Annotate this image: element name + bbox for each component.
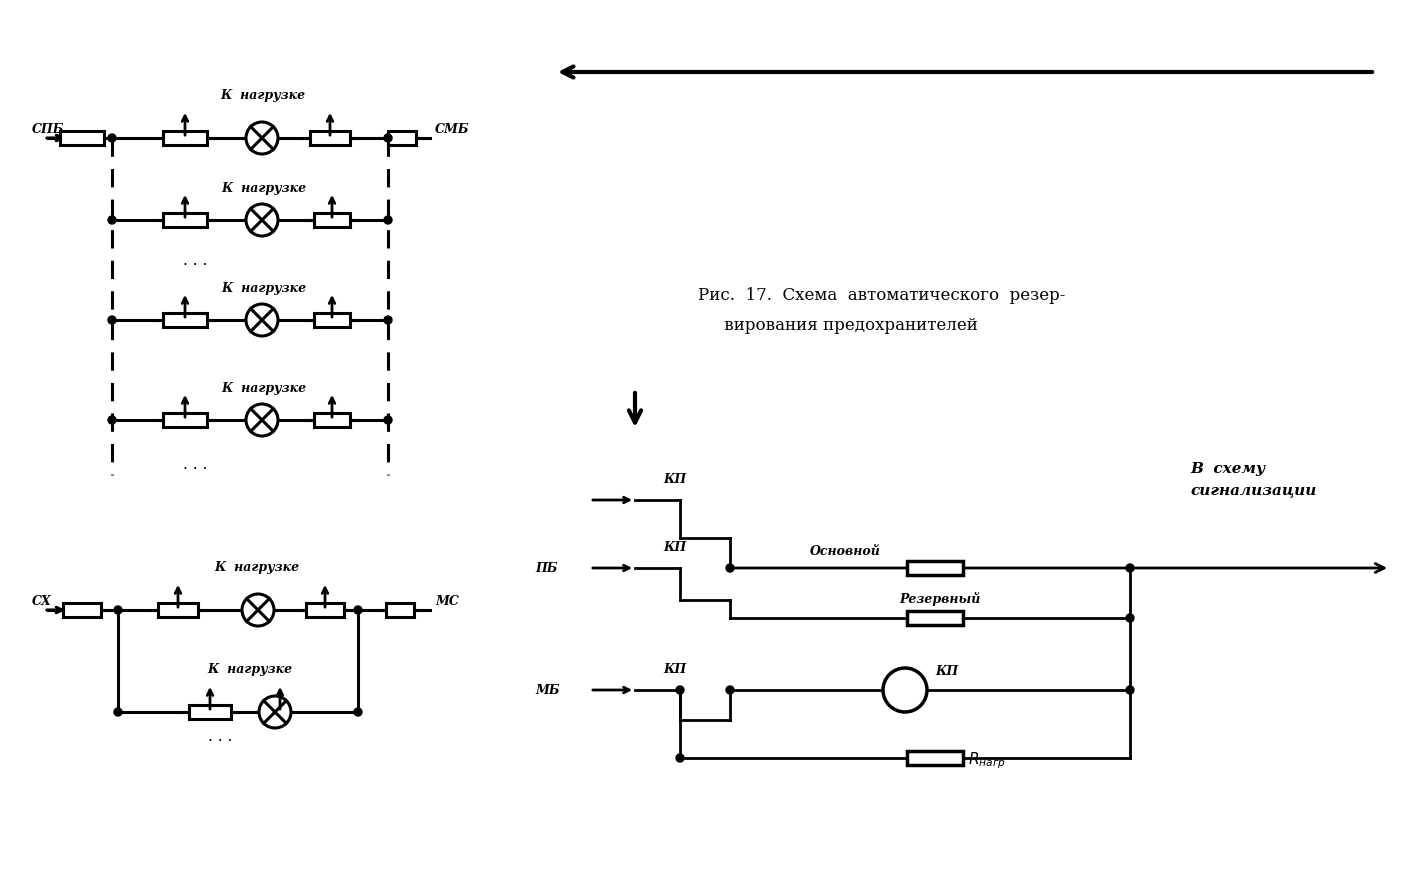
Circle shape [246,122,277,154]
Circle shape [1126,564,1133,572]
Circle shape [1126,686,1133,694]
Text: КП: КП [663,541,687,554]
Text: К  нагрузке: К нагрузке [221,382,306,395]
Text: КП: КП [663,473,687,486]
Text: · · ·: · · · [183,462,207,477]
Bar [61,131,104,145]
Text: МБ: МБ [535,683,559,696]
Bar [314,313,351,327]
Bar [63,603,101,617]
Bar [163,213,207,227]
Bar [386,603,414,617]
Text: К  нагрузке: К нагрузке [221,282,306,295]
Circle shape [727,564,734,572]
Text: $R_{нагр}$: $R_{нагр}$ [969,751,1005,771]
Circle shape [108,216,115,224]
Text: Рис.  17.  Схема  автоматического  резер-
     вирования предохранителей: Рис. 17. Схема автоматического резер- ви… [698,287,1066,333]
Text: ПБ: ПБ [535,561,558,574]
Text: МС: МС [435,595,459,608]
Text: Основной: Основной [810,545,881,558]
Text: К  нагрузке: К нагрузке [221,182,306,195]
Text: КП: КП [935,665,957,678]
Circle shape [676,754,684,762]
Bar [907,611,963,625]
Bar [163,131,207,145]
Text: К  нагрузке: К нагрузке [220,89,306,102]
Text: КП: КП [663,663,687,676]
Circle shape [246,304,277,336]
Circle shape [242,594,275,626]
Bar [163,413,207,427]
Text: К  нагрузке: К нагрузке [214,561,298,574]
Circle shape [353,606,362,614]
Circle shape [1126,614,1133,622]
Text: К  нагрузке: К нагрузке [207,663,293,676]
Circle shape [384,216,391,224]
Text: · · ·: · · · [183,258,207,273]
Circle shape [676,686,684,694]
Circle shape [384,134,391,142]
Circle shape [727,686,734,694]
Circle shape [883,668,926,712]
Circle shape [384,316,391,324]
Circle shape [114,606,122,614]
Circle shape [114,708,122,716]
Bar [314,413,351,427]
Bar [158,603,199,617]
Bar [306,603,344,617]
Circle shape [384,416,391,424]
Bar [907,751,963,765]
Text: СХ: СХ [32,595,52,608]
Circle shape [108,416,115,424]
Bar [389,131,415,145]
Circle shape [108,316,115,324]
Bar [314,213,351,227]
Bar [310,131,351,145]
Circle shape [259,696,291,728]
Text: Резервный: Резервный [900,592,981,606]
Circle shape [353,708,362,716]
Circle shape [108,134,115,142]
Text: СПБ: СПБ [32,123,65,136]
Bar [163,313,207,327]
Text: · · ·: · · · [208,735,232,750]
Text: СМБ: СМБ [435,123,469,136]
Bar [907,561,963,575]
Circle shape [246,204,277,236]
Text: В  схему
сигнализации: В схему сигнализации [1190,461,1316,498]
Bar [189,705,231,719]
Circle shape [246,404,277,436]
